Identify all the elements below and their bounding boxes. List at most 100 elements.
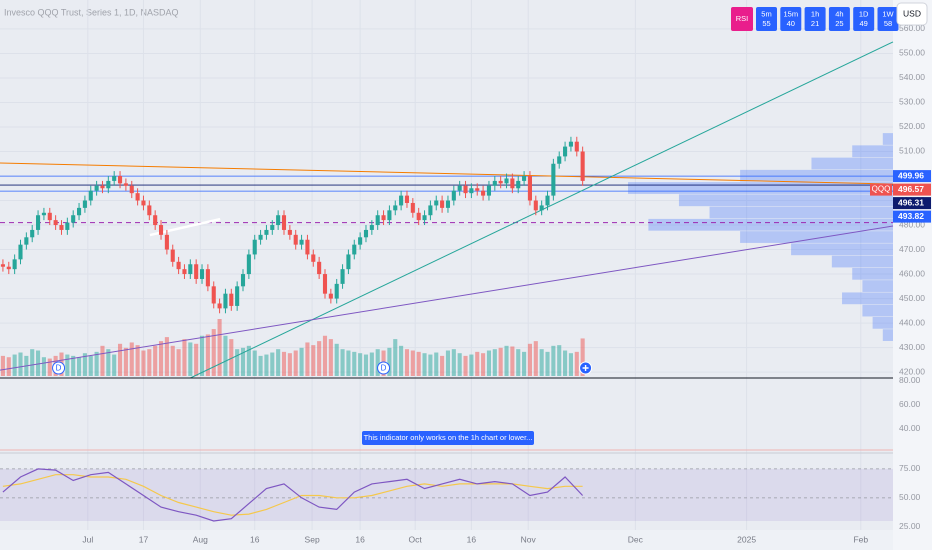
volume-profile-row (831, 255, 893, 268)
volume-bar (258, 355, 263, 376)
button-bg (853, 7, 875, 31)
volume-bar (369, 352, 374, 376)
candle-body (59, 225, 64, 230)
volume-bar (481, 353, 486, 376)
volume-bar (399, 345, 404, 376)
candle-body (334, 283, 339, 299)
dividend-marker (52, 361, 66, 375)
button-bg (731, 7, 753, 31)
candle-body (457, 185, 462, 191)
candle-body (30, 229, 35, 238)
candle-body (223, 293, 228, 309)
volume-bar (510, 346, 515, 376)
candle-body (281, 215, 287, 230)
volume-bar (451, 349, 456, 376)
button-label: 15m (784, 9, 799, 18)
volume-bar (322, 335, 328, 376)
candle-body (211, 286, 216, 304)
volume-bar (88, 355, 93, 376)
indicator-message-box (362, 431, 534, 445)
volume-bar (422, 353, 427, 376)
candle-body (258, 234, 263, 240)
candle-body (240, 274, 246, 287)
volume-bar (240, 347, 246, 376)
candle-body (264, 229, 269, 235)
candle-body (363, 229, 369, 238)
candle-body (557, 156, 562, 164)
volume-bar (305, 342, 310, 376)
candle-body (451, 190, 456, 201)
volume-profile-row (648, 218, 893, 231)
price-tag-label: 493.82 (898, 211, 924, 221)
candle-body (141, 200, 146, 206)
rsi-signal-line (2, 474, 583, 516)
candle-body (77, 207, 82, 216)
button-count: 21 (811, 19, 819, 28)
candle-body (440, 200, 445, 208)
volume-bar (492, 349, 497, 376)
candle-body (551, 163, 556, 196)
price-tag (893, 183, 931, 196)
y-tick-label: 420.00 (899, 366, 925, 376)
button-count: 40 (787, 19, 795, 28)
volume-bar (346, 350, 351, 376)
volume-bar (36, 350, 41, 376)
volume-bar (65, 354, 70, 376)
price-tag (893, 197, 931, 210)
currency-button[interactable]: USD (896, 2, 928, 26)
x-tick-label: 2025 (737, 534, 756, 544)
price-tag (893, 170, 931, 183)
volume-bar (229, 339, 234, 376)
candle-body (88, 190, 93, 201)
button-bg (828, 7, 850, 31)
volume-bar (199, 335, 205, 376)
button-bg (877, 7, 899, 31)
candle-body (469, 188, 474, 194)
trend-line (0, 162, 894, 185)
volume-bar (252, 350, 257, 376)
volume-bar (100, 345, 105, 376)
volume-bar (82, 353, 87, 376)
trend-line (0, 225, 894, 371)
candle-body (0, 264, 5, 267)
price-tag-label: 496.57 (898, 184, 924, 194)
volume-bar (328, 339, 333, 376)
y-tick-label: 60.00 (899, 399, 921, 409)
candle-body (176, 261, 181, 270)
candle-body (229, 293, 234, 306)
volume-bar (211, 329, 216, 376)
x-tick-label: 16 (467, 534, 477, 544)
volume-bar (293, 350, 298, 376)
volume-bar (117, 343, 123, 376)
button-label: 5m (761, 9, 771, 18)
volume-bar (580, 338, 585, 376)
candle-body (522, 176, 527, 181)
volume-bar (264, 354, 269, 376)
candle-body (445, 200, 451, 208)
candle-body (317, 261, 322, 275)
volume-bar (352, 351, 357, 376)
volume-bar (533, 341, 538, 376)
button-bg (756, 7, 777, 31)
volume-bar (6, 357, 11, 376)
rsi-button[interactable]: RSI (731, 7, 753, 31)
candle-body (252, 239, 257, 255)
dividend-marker (377, 361, 391, 375)
candle-body (399, 195, 404, 206)
x-tick-label: 16 (355, 534, 365, 544)
button-bg (780, 7, 802, 31)
volume-profile-row (678, 194, 893, 207)
volume-bar (106, 349, 111, 376)
candle-body (6, 266, 11, 270)
volume-bar (334, 343, 339, 376)
volume-bar (176, 349, 181, 376)
volume-bar (164, 337, 169, 376)
candle-body (533, 200, 538, 211)
candle-body (112, 176, 117, 181)
